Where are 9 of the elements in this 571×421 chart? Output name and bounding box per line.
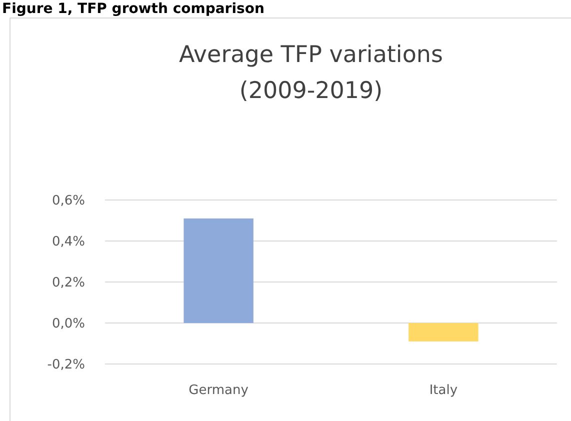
y-tick-label: 0,6% [52, 194, 85, 209]
y-tick-label: -0,2% [47, 358, 85, 373]
x-tick-label: Italy [429, 383, 458, 398]
y-tick-label: 0,0% [52, 316, 85, 332]
chart-title: Average TFP variations (2009-2019) [179, 42, 443, 104]
caption: Figure 1, TFP growth comparison [2, 1, 264, 17]
y-tick-label: 0,4% [52, 234, 85, 250]
y-tick-label: 0,2% [52, 276, 85, 291]
x-tick-label: Germany [188, 383, 249, 398]
